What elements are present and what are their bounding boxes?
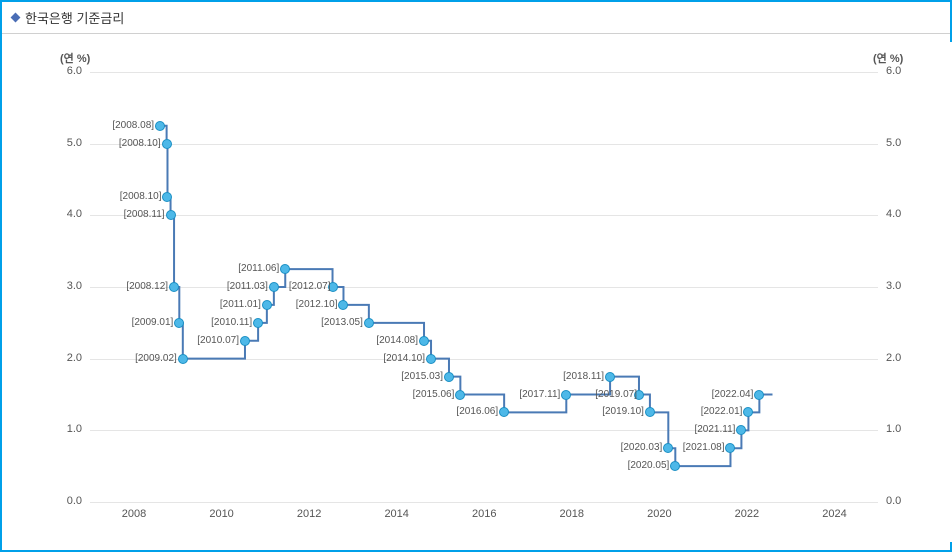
- data-label: [2011.06]: [238, 263, 279, 274]
- data-point: [419, 336, 429, 346]
- data-point: [178, 354, 188, 364]
- data-label: [2021.11]: [694, 424, 735, 435]
- data-point: [280, 264, 290, 274]
- data-point: [754, 390, 764, 400]
- data-point: [162, 139, 172, 149]
- data-point: [269, 282, 279, 292]
- data-point: [240, 336, 250, 346]
- chart-frame: 한국은행 기준금리 (연 %)(연 %)0.00.01.01.02.02.03.…: [0, 0, 952, 552]
- data-label: [2014.08]: [376, 335, 418, 346]
- data-point: [444, 372, 454, 382]
- data-label: [2011.03]: [227, 281, 268, 292]
- title-bar: 한국은행 기준금리: [2, 2, 950, 34]
- data-label: [2019.07]: [595, 389, 637, 400]
- step-line: [10, 42, 952, 542]
- data-point: [605, 372, 615, 382]
- data-point: [155, 121, 165, 131]
- data-point: [338, 300, 348, 310]
- data-label: [2018.11]: [563, 371, 604, 382]
- data-label: [2022.04]: [712, 389, 754, 400]
- data-point: [736, 425, 746, 435]
- title-bullet-icon: [11, 13, 21, 23]
- data-point: [169, 282, 179, 292]
- data-point: [262, 300, 272, 310]
- data-label: [2012.10]: [296, 299, 338, 310]
- data-label: [2011.01]: [220, 299, 261, 310]
- data-point: [725, 443, 735, 453]
- data-label: [2012.07]: [289, 281, 331, 292]
- data-point: [499, 407, 509, 417]
- data-label: [2021.08]: [683, 442, 725, 453]
- data-label: [2017.11]: [519, 389, 560, 400]
- data-point: [743, 407, 753, 417]
- data-label: [2022.01]: [701, 406, 743, 417]
- chart-title: 한국은행 기준금리: [25, 8, 124, 27]
- data-point: [174, 318, 184, 328]
- data-point: [561, 390, 571, 400]
- data-point: [426, 354, 436, 364]
- data-label: [2020.05]: [628, 460, 670, 471]
- data-point: [162, 192, 172, 202]
- data-label: [2009.01]: [132, 317, 174, 328]
- data-label: [2008.11]: [124, 209, 165, 220]
- data-label: [2010.11]: [211, 317, 252, 328]
- data-label: [2008.10]: [119, 138, 161, 149]
- data-label: [2008.10]: [120, 191, 162, 202]
- data-label: [2016.06]: [456, 406, 498, 417]
- data-point: [166, 210, 176, 220]
- data-label: [2019.10]: [602, 406, 644, 417]
- data-label: [2008.08]: [112, 120, 154, 131]
- data-label: [2008.12]: [126, 281, 168, 292]
- data-point: [253, 318, 263, 328]
- data-label: [2020.03]: [621, 442, 663, 453]
- chart-wrap: (연 %)(연 %)0.00.01.01.02.02.03.03.04.04.0…: [2, 34, 950, 550]
- data-point: [364, 318, 374, 328]
- data-label: [2015.03]: [401, 371, 443, 382]
- data-label: [2014.10]: [383, 353, 425, 364]
- data-label: [2010.07]: [197, 335, 239, 346]
- data-label: [2013.05]: [321, 317, 363, 328]
- data-point: [455, 390, 465, 400]
- data-point: [663, 443, 673, 453]
- data-point: [670, 461, 680, 471]
- data-label: [2015.06]: [413, 389, 455, 400]
- chart-area: (연 %)(연 %)0.00.01.01.02.02.03.03.04.04.0…: [10, 42, 952, 542]
- data-point: [645, 407, 655, 417]
- data-label: [2009.02]: [135, 353, 177, 364]
